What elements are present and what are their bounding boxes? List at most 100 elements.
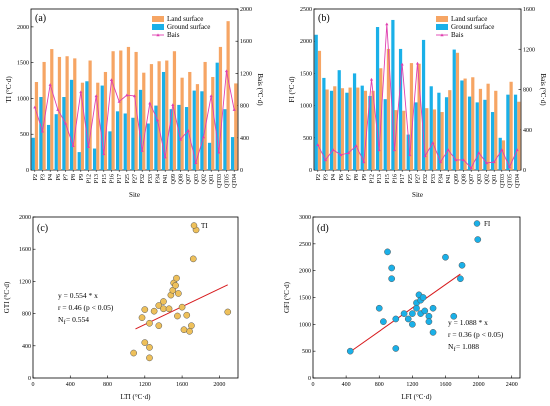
scatter-point bbox=[172, 282, 179, 289]
legend-marker bbox=[440, 33, 444, 37]
bias-point bbox=[323, 158, 328, 162]
scatter-point bbox=[146, 354, 153, 362]
legend-marker bbox=[156, 33, 160, 37]
bar-land-surface bbox=[80, 82, 85, 170]
bias-point bbox=[477, 151, 481, 155]
x-tick-label: 0 bbox=[32, 382, 35, 388]
bar-ground-surface bbox=[192, 90, 196, 170]
bias-point bbox=[40, 129, 45, 133]
x-tick-label: 1600 bbox=[176, 382, 188, 388]
bar-ground-surface bbox=[184, 107, 189, 170]
x-tick-label: QT05 bbox=[508, 174, 514, 188]
bar-ground-surface bbox=[46, 124, 51, 170]
bar-land-surface bbox=[440, 112, 444, 170]
bar-land-surface bbox=[218, 46, 223, 170]
bias-point bbox=[469, 166, 473, 170]
x-tick-label: QT05 bbox=[225, 174, 231, 188]
scatter-point bbox=[178, 303, 186, 311]
y-tick-label: 0 bbox=[309, 168, 312, 174]
x-tick-label: P16 bbox=[393, 174, 399, 183]
scatter-point bbox=[392, 345, 400, 352]
x-tick-label: Q09 bbox=[454, 174, 460, 184]
bar-ground-surface bbox=[100, 85, 104, 170]
scatter-point bbox=[413, 304, 420, 312]
x-tick-label: P17 bbox=[117, 174, 123, 183]
bias-point bbox=[140, 149, 144, 152]
y-tick-label: 0 bbox=[308, 376, 311, 382]
bias-point bbox=[132, 94, 137, 98]
scatter-point bbox=[404, 315, 412, 323]
scatter-point bbox=[146, 344, 153, 351]
bar-land-surface bbox=[134, 51, 138, 170]
scatter-point bbox=[160, 298, 167, 305]
bar-ground-surface bbox=[85, 81, 89, 170]
bias-point bbox=[56, 108, 60, 111]
bar-ground-surface bbox=[391, 19, 395, 171]
x-tick-label: P12 bbox=[87, 174, 93, 183]
x-tick-label: 2000 bbox=[213, 382, 225, 388]
bias-point bbox=[171, 103, 175, 106]
legend-label: Land surface bbox=[451, 15, 487, 23]
bar-ground-surface bbox=[467, 96, 472, 170]
bar-land-surface bbox=[417, 63, 421, 170]
x-tick-label: P25 bbox=[125, 174, 131, 183]
n-factor-subscript: f bbox=[454, 346, 456, 353]
n-factor-symbol: N bbox=[58, 315, 64, 324]
bar-ground-surface bbox=[54, 114, 58, 170]
x-axis-label: Site bbox=[412, 191, 423, 199]
x-tick-label: P34 bbox=[439, 174, 445, 183]
y-tick-label: 1500 bbox=[17, 61, 29, 67]
bar-ground-surface bbox=[215, 62, 219, 170]
bar-land-surface bbox=[325, 89, 329, 170]
y-axis-label: GTI (°C·d) bbox=[3, 281, 11, 313]
bias-point bbox=[377, 148, 381, 152]
bar-ground-surface bbox=[460, 80, 464, 170]
bias-point bbox=[48, 83, 52, 86]
y-tick-label: 2000 bbox=[19, 215, 31, 221]
y-tick-label: 0 bbox=[28, 376, 31, 382]
x-tick-label: P25 bbox=[408, 174, 414, 183]
y2-tick-label: 1200 bbox=[240, 71, 252, 77]
scatter-point bbox=[375, 304, 383, 312]
scatter-point bbox=[388, 264, 396, 272]
legend-label: Bais bbox=[451, 31, 464, 39]
y2-tick-label: 800 bbox=[523, 88, 532, 94]
bar-ground-surface bbox=[223, 109, 227, 170]
bias-point bbox=[415, 61, 420, 65]
bar-ground-surface bbox=[421, 39, 426, 170]
chart-panel-3: 0 400 800 1200 1600 2000 2400 0 500 1000 1500 2000 2… bbox=[283, 215, 521, 401]
bar-land-surface bbox=[333, 86, 337, 170]
bias-point bbox=[186, 128, 190, 132]
x-tick-label: P13 bbox=[377, 174, 383, 183]
fit-equation: y = 1.088 * x bbox=[448, 318, 488, 327]
y-tick-label: 500 bbox=[302, 349, 311, 355]
scatter-point bbox=[155, 302, 163, 309]
y2-axis-label: Bais (°C·d) bbox=[256, 73, 264, 106]
bias-point bbox=[148, 101, 152, 105]
bar-ground-surface bbox=[483, 99, 487, 170]
n-factor-subscript: f bbox=[64, 319, 66, 326]
y-tick-label: 1500 bbox=[300, 71, 312, 77]
bias-point bbox=[102, 152, 106, 156]
bias-point bbox=[224, 69, 229, 73]
bar-land-surface bbox=[88, 60, 92, 170]
scatter-point bbox=[429, 329, 437, 336]
scatter-point bbox=[150, 307, 158, 315]
x-tick-label: P6 bbox=[56, 174, 62, 180]
bar-land-surface bbox=[348, 87, 352, 170]
x-tick-label: Q01 bbox=[492, 174, 498, 184]
scatter-point bbox=[474, 236, 482, 243]
bias-point bbox=[232, 108, 236, 111]
x-tick-label: P27 bbox=[133, 174, 139, 183]
scatter-point bbox=[224, 308, 232, 316]
x-tick-label: Q08 bbox=[462, 174, 468, 184]
bias-point bbox=[109, 78, 114, 82]
bar-ground-surface bbox=[452, 49, 456, 170]
y-axis-label: TI (°C·d) bbox=[5, 76, 13, 103]
bar-ground-surface bbox=[314, 34, 318, 171]
bias-point bbox=[369, 77, 374, 81]
bias-point bbox=[117, 99, 121, 103]
x-tick-label: P16 bbox=[110, 174, 116, 183]
y-tick-label: 1000 bbox=[17, 96, 29, 102]
bar-land-surface bbox=[486, 83, 490, 170]
